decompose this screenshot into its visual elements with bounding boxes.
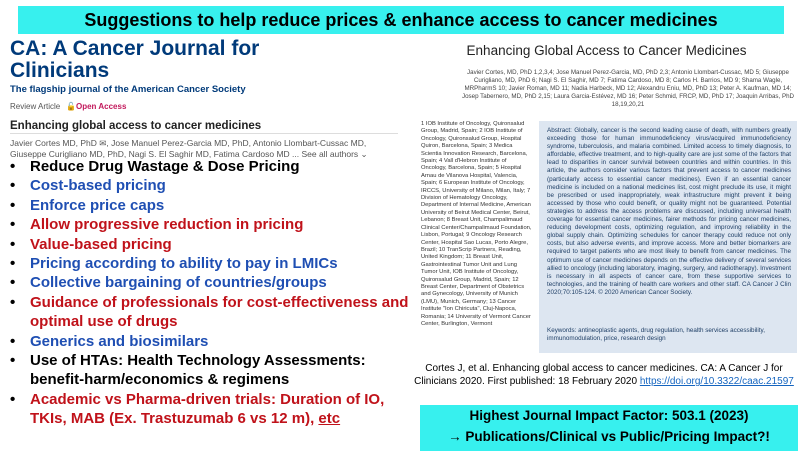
divider <box>10 133 398 134</box>
bullet-text: Collective bargaining of countries/group… <box>30 274 327 292</box>
citation-text: Cortes J, et al. Enhancing global access… <box>414 363 783 387</box>
paper-title: Enhancing Global Access to Cancer Medici… <box>466 43 747 58</box>
list-item: Use of HTAs: Health Technology Assessmen… <box>8 351 418 390</box>
article-type-label: Review Article <box>10 102 61 111</box>
journal-name: CA: A Cancer Journal for Clinicians <box>10 37 260 82</box>
citation: Cortes J, et al. Enhancing global access… <box>408 362 800 388</box>
list-item: Enforce price caps <box>8 196 418 216</box>
list-item: Allow progressive reduction in pricing <box>8 215 418 235</box>
list-item: Academic vs Pharma-driven trials: Durati… <box>8 390 418 429</box>
abstract-text: Abstract: Globally, cancer is the second… <box>547 127 791 296</box>
bullet-text: Enforce price caps <box>30 196 165 214</box>
bullet-text: Generics and biosimilars <box>30 332 209 350</box>
list-item: Collective bargaining of countries/group… <box>8 273 418 293</box>
open-access-icon: 🔓 <box>66 102 76 111</box>
list-item: Pricing according to ability to pay in L… <box>8 254 418 274</box>
list-item: Reduce Drug Wastage & Dose Pricing <box>8 157 418 177</box>
article-authors: Javier Cortes MD, PhD ✉, Jose Manuel Per… <box>10 138 405 160</box>
bullet-text: Guidance of professionals for cost-effec… <box>30 293 409 331</box>
slide-title: Suggestions to help reduce prices & enha… <box>18 6 784 34</box>
keywords: Keywords: antineoplastic agents, drug re… <box>547 327 765 343</box>
bullet-text: Academic vs Pharma-driven trials: Durati… <box>30 390 385 428</box>
bullet-text: Use of HTAs: Health Technology Assessmen… <box>30 352 366 389</box>
abstract-box: Abstract: Globally, cancer is the second… <box>539 121 797 353</box>
bullet-text: Value-based pricing <box>30 235 172 253</box>
bullet-text: Pricing according to ability to pay in L… <box>30 255 338 273</box>
bullet-text: Reduce Drug Wastage & Dose Pricing <box>30 158 300 175</box>
impact-factor-line: Highest Journal Impact Factor: 503.1 (20… <box>469 408 749 423</box>
list-item: Cost-based pricing <box>8 176 418 196</box>
suggestion-list: Reduce Drug Wastage & Dose Pricing Cost-… <box>8 157 418 429</box>
article-title: Enhancing global access to cancer medici… <box>10 120 262 132</box>
list-item: Generics and biosimilars <box>8 332 418 352</box>
journal-page-screenshot: CA: A Cancer Journal for Clinicians The … <box>10 37 405 159</box>
authors-line-2: Giuseppe Curigliano MD, PhD, Nagi S. El … <box>10 149 368 159</box>
paper-affiliations: 1 IOB Institute of Oncology, Quironsalud… <box>421 121 532 327</box>
bullet-text: Cost-based pricing <box>30 177 166 195</box>
impact-question-line: → Publications/Clinical vs Public/Pricin… <box>448 429 770 444</box>
open-access-label: Open Access <box>76 102 127 111</box>
paper-first-page: Enhancing Global Access to Cancer Medici… <box>415 35 798 361</box>
impact-box: Highest Journal Impact Factor: 503.1 (20… <box>420 405 798 451</box>
paper-authors: Javier Cortes, MD, PhD 1,2,3,4; Jose Man… <box>462 69 794 108</box>
bullet-text: Allow progressive reduction in pricing <box>30 216 304 234</box>
list-item: Value-based pricing <box>8 235 418 255</box>
authors-line-1: Javier Cortes MD, PhD ✉, Jose Manuel Per… <box>10 138 367 148</box>
list-item: Guidance of professionals for cost-effec… <box>8 293 418 332</box>
doi-link[interactable]: https://doi.org/10.3322/caac.21597 <box>639 376 794 387</box>
journal-subtitle: The flagship journal of the American Can… <box>10 84 246 95</box>
